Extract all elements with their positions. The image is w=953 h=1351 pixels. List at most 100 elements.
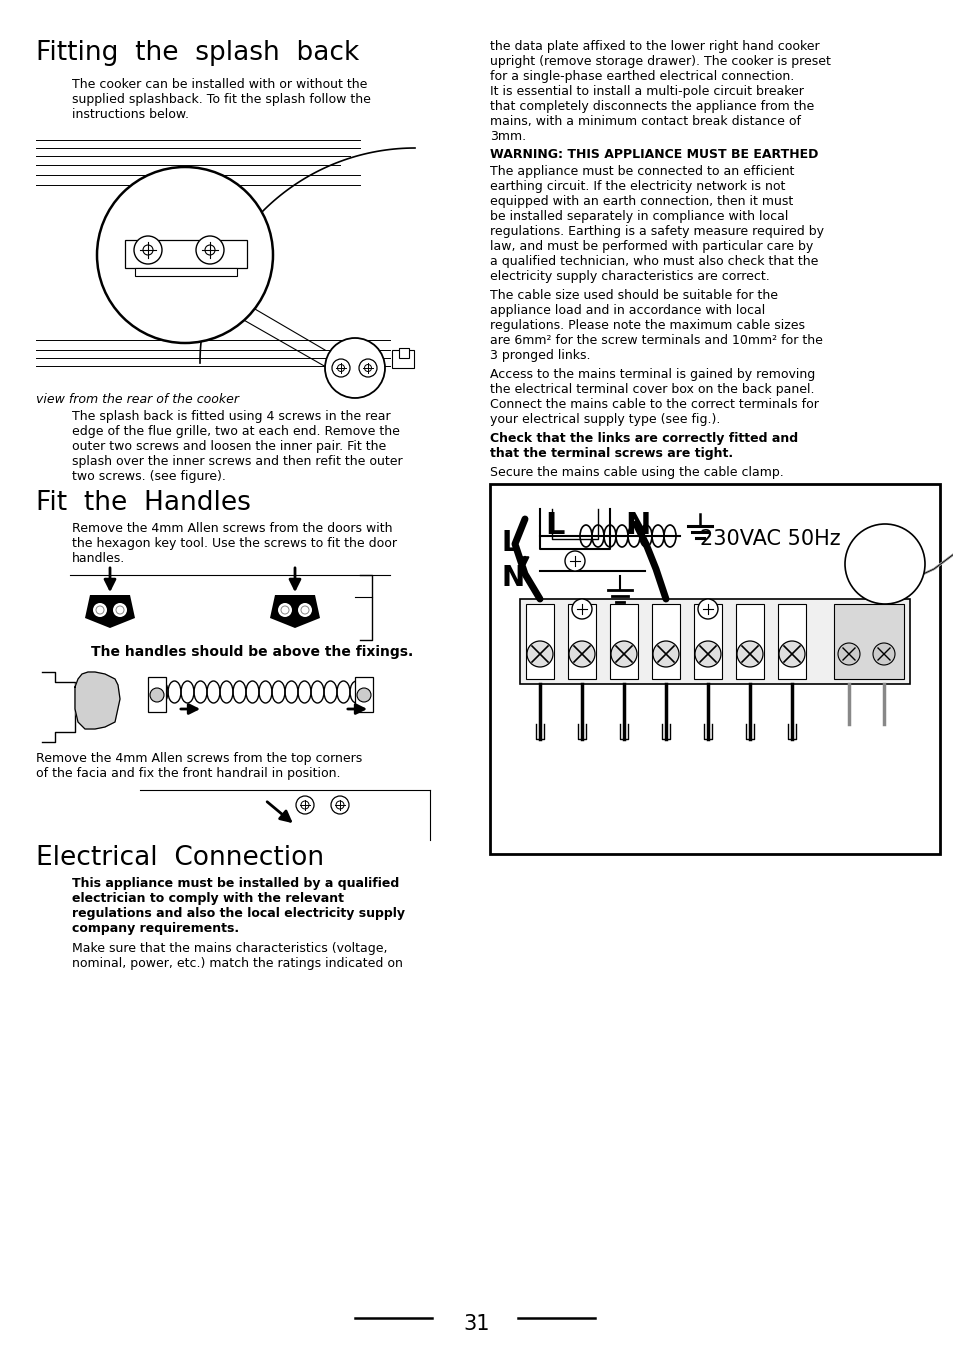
Text: a qualified technician, who must also check that the: a qualified technician, who must also ch… bbox=[490, 255, 818, 267]
Polygon shape bbox=[270, 594, 319, 628]
Text: Secure the mains cable using the cable clamp.: Secure the mains cable using the cable c… bbox=[490, 466, 783, 480]
Text: L: L bbox=[501, 530, 519, 557]
Circle shape bbox=[297, 603, 312, 617]
Bar bbox=[778, 604, 805, 680]
Text: that the terminal screws are tight.: that the terminal screws are tight. bbox=[490, 447, 732, 459]
Circle shape bbox=[356, 688, 371, 703]
Text: are 6mm² for the screw terminals and 10mm² for the: are 6mm² for the screw terminals and 10m… bbox=[490, 334, 822, 347]
Text: Make sure that the mains characteristics (voltage,: Make sure that the mains characteristics… bbox=[71, 942, 387, 955]
Text: regulations. Earthing is a safety measure required by: regulations. Earthing is a safety measur… bbox=[490, 226, 823, 238]
Circle shape bbox=[844, 524, 924, 604]
Bar bbox=[490, 484, 939, 854]
Text: Fitting  the  splash  back: Fitting the splash back bbox=[36, 41, 359, 66]
Circle shape bbox=[568, 640, 595, 667]
Text: Remove the 4mm Allen screws from the doors with: Remove the 4mm Allen screws from the doo… bbox=[71, 521, 392, 535]
Text: This appliance must be installed by a qualified: This appliance must be installed by a qu… bbox=[71, 877, 399, 890]
Circle shape bbox=[195, 236, 224, 263]
Text: law, and must be performed with particular care by: law, and must be performed with particul… bbox=[490, 240, 812, 253]
Text: view from the rear of the cooker: view from the rear of the cooker bbox=[36, 393, 239, 407]
Text: Access to the mains terminal is gained by removing: Access to the mains terminal is gained b… bbox=[490, 367, 815, 381]
Bar bbox=[735, 604, 763, 680]
Bar bbox=[609, 604, 638, 680]
Text: Fit  the  Handles: Fit the Handles bbox=[36, 490, 251, 516]
Text: It is essential to install a multi-pole circuit breaker: It is essential to install a multi-pole … bbox=[490, 85, 803, 99]
Text: Electrical  Connection: Electrical Connection bbox=[36, 844, 324, 871]
Circle shape bbox=[872, 643, 894, 665]
Circle shape bbox=[112, 603, 127, 617]
Circle shape bbox=[610, 640, 637, 667]
Text: nominal, power, etc.) match the ratings indicated on: nominal, power, etc.) match the ratings … bbox=[71, 957, 402, 970]
Text: that completely disconnects the appliance from the: that completely disconnects the applianc… bbox=[490, 100, 814, 113]
Bar bbox=[125, 240, 247, 267]
Text: for a single-phase earthed electrical connection.: for a single-phase earthed electrical co… bbox=[490, 70, 794, 82]
Circle shape bbox=[779, 640, 804, 667]
Bar bbox=[355, 677, 373, 712]
Text: Remove the 4mm Allen screws from the top corners: Remove the 4mm Allen screws from the top… bbox=[36, 753, 362, 765]
Text: 10mm²: 10mm² bbox=[864, 557, 904, 566]
Text: 3 pronged links.: 3 pronged links. bbox=[490, 349, 590, 362]
Text: electrician to comply with the relevant: electrician to comply with the relevant bbox=[71, 892, 344, 905]
Circle shape bbox=[358, 359, 376, 377]
Text: 3mm.: 3mm. bbox=[490, 130, 525, 143]
Circle shape bbox=[97, 168, 273, 343]
Text: regulations and also the local electricity supply: regulations and also the local electrici… bbox=[71, 907, 405, 920]
Text: two screws. (see figure).: two screws. (see figure). bbox=[71, 470, 226, 484]
Circle shape bbox=[737, 640, 762, 667]
Text: the hexagon key tool. Use the screws to fit the door: the hexagon key tool. Use the screws to … bbox=[71, 536, 396, 550]
Text: 31: 31 bbox=[463, 1315, 490, 1333]
Text: edge of the flue grille, two at each end. Remove the: edge of the flue grille, two at each end… bbox=[71, 426, 399, 438]
Text: company requirements.: company requirements. bbox=[71, 921, 239, 935]
Circle shape bbox=[295, 796, 314, 815]
Text: N: N bbox=[501, 563, 524, 592]
Text: The handles should be above the fixings.: The handles should be above the fixings. bbox=[91, 644, 413, 659]
Bar bbox=[392, 350, 414, 367]
Text: The splash back is fitted using 4 screws in the rear: The splash back is fitted using 4 screws… bbox=[71, 409, 390, 423]
Bar bbox=[519, 598, 909, 684]
Text: supplied splashback. To fit the splash follow the: supplied splashback. To fit the splash f… bbox=[71, 93, 371, 105]
Text: earthing circuit. If the electricity network is not: earthing circuit. If the electricity net… bbox=[490, 180, 784, 193]
Text: Connect the mains cable to the correct terminals for: Connect the mains cable to the correct t… bbox=[490, 399, 818, 411]
Text: L: L bbox=[544, 511, 564, 540]
Bar bbox=[148, 677, 166, 712]
Text: outer two screws and loosen the inner pair. Fit the: outer two screws and loosen the inner pa… bbox=[71, 440, 386, 453]
Circle shape bbox=[564, 551, 584, 571]
Bar bbox=[525, 604, 554, 680]
Text: upright (remove storage drawer). The cooker is preset: upright (remove storage drawer). The coo… bbox=[490, 55, 830, 68]
Text: handles.: handles. bbox=[71, 553, 125, 565]
Bar bbox=[833, 604, 903, 680]
Bar bbox=[567, 604, 596, 680]
Circle shape bbox=[150, 688, 164, 703]
Circle shape bbox=[277, 603, 292, 617]
Text: the data plate affixed to the lower right hand cooker: the data plate affixed to the lower righ… bbox=[490, 41, 819, 53]
Text: The cooker can be installed with or without the: The cooker can be installed with or with… bbox=[71, 78, 367, 91]
Text: mains, with a minimum contact break distance of: mains, with a minimum contact break dist… bbox=[490, 115, 801, 128]
Text: instructions below.: instructions below. bbox=[71, 108, 189, 122]
Text: electricity supply characteristics are correct.: electricity supply characteristics are c… bbox=[490, 270, 769, 282]
Circle shape bbox=[526, 640, 553, 667]
Circle shape bbox=[695, 640, 720, 667]
Circle shape bbox=[837, 643, 859, 665]
Polygon shape bbox=[85, 594, 135, 628]
Circle shape bbox=[332, 359, 350, 377]
Text: of the facia and fix the front handrail in position.: of the facia and fix the front handrail … bbox=[36, 767, 340, 780]
Text: be installed separately in compliance with local: be installed separately in compliance wi… bbox=[490, 209, 787, 223]
Text: splash over the inner screws and then refit the outer: splash over the inner screws and then re… bbox=[71, 455, 402, 467]
Text: max: max bbox=[872, 571, 896, 582]
Circle shape bbox=[652, 640, 679, 667]
Text: regulations. Please note the maximum cable sizes: regulations. Please note the maximum cab… bbox=[490, 319, 804, 332]
Bar bbox=[135, 267, 236, 276]
Text: The cable size used should be suitable for the: The cable size used should be suitable f… bbox=[490, 289, 778, 303]
Text: Check that the links are correctly fitted and: Check that the links are correctly fitte… bbox=[490, 432, 798, 444]
Text: The appliance must be connected to an efficient: The appliance must be connected to an ef… bbox=[490, 165, 794, 178]
Circle shape bbox=[572, 598, 592, 619]
Text: equipped with an earth connection, then it must: equipped with an earth connection, then … bbox=[490, 195, 792, 208]
Text: the electrical terminal cover box on the back panel.: the electrical terminal cover box on the… bbox=[490, 382, 814, 396]
Bar bbox=[398, 349, 409, 358]
Text: appliance load and in accordance with local: appliance load and in accordance with lo… bbox=[490, 304, 764, 317]
Text: 230VAC 50Hz: 230VAC 50Hz bbox=[700, 530, 840, 549]
Text: your electrical supply type (see fig.).: your electrical supply type (see fig.). bbox=[490, 413, 720, 426]
Text: WARNING: THIS APPLIANCE MUST BE EARTHED: WARNING: THIS APPLIANCE MUST BE EARTHED bbox=[490, 149, 818, 161]
Text: N: N bbox=[624, 511, 650, 540]
Circle shape bbox=[331, 796, 349, 815]
Circle shape bbox=[133, 236, 162, 263]
